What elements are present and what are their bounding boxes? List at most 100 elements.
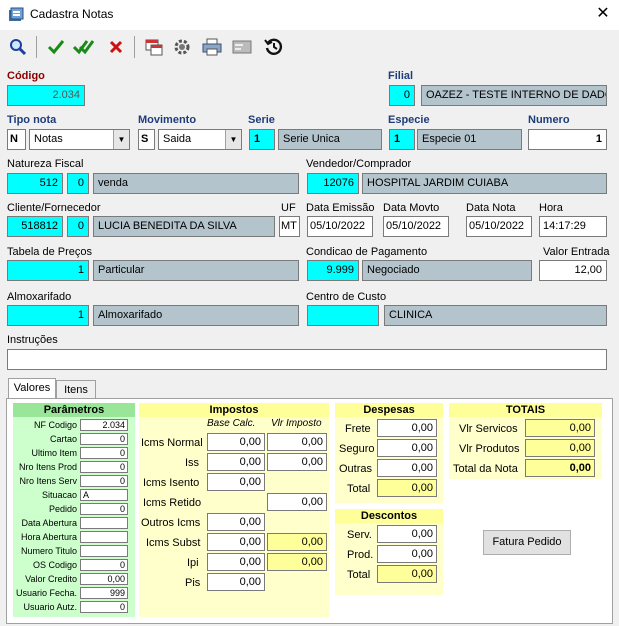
card-icon[interactable] bbox=[230, 35, 254, 59]
cancel-icon[interactable] bbox=[104, 35, 128, 59]
movimento-label: Movimento bbox=[138, 114, 197, 126]
vendedor-code-field[interactable]: 12076 bbox=[307, 173, 359, 194]
icms-normal-label: Icms Normal bbox=[141, 437, 203, 449]
seguro-field[interactable]: 0,00 bbox=[377, 439, 437, 457]
data-emissao-label: Data Emissão bbox=[306, 202, 375, 214]
data-movto-label: Data Movto bbox=[383, 202, 440, 214]
centro-code-field[interactable] bbox=[307, 305, 379, 326]
search-icon[interactable] bbox=[6, 35, 30, 59]
title-bar: Cadastra Notas ✕ bbox=[0, 0, 619, 30]
impostos-title: Impostos bbox=[139, 403, 329, 417]
tipo-nota-code-field[interactable]: N bbox=[7, 129, 26, 150]
frete-label: Frete bbox=[345, 423, 371, 435]
history-icon[interactable] bbox=[262, 35, 286, 59]
iss-label: Iss bbox=[185, 457, 200, 469]
icms-retido-label: Icms Retido bbox=[143, 497, 202, 509]
icms-subst-base-field[interactable]: 0,00 bbox=[207, 533, 265, 551]
instrucoes-label: Instruções bbox=[7, 334, 58, 346]
iss-vlr-field[interactable]: 0,00 bbox=[267, 453, 327, 471]
vlr-imposto-header: Vlr Imposto bbox=[271, 418, 322, 429]
especie-code-field[interactable]: 1 bbox=[389, 129, 415, 150]
condicao-label: Condicao de Pagamento bbox=[306, 246, 428, 258]
param-label: Nro Itens Prod bbox=[18, 462, 77, 472]
chevron-down-icon[interactable]: ▼ bbox=[225, 130, 241, 149]
cliente-sub-field[interactable]: 0 bbox=[67, 216, 89, 237]
ipi-base-field[interactable]: 0,00 bbox=[207, 553, 265, 571]
tab-panel-valores: Parâmetros NF Codigo 2.034 Cartao 0 Ultimo I… bbox=[6, 398, 613, 624]
uf-label: UF bbox=[281, 202, 296, 214]
condicao-name-field: Negociado bbox=[362, 260, 532, 281]
tipo-nota-label: Tipo nota bbox=[7, 114, 57, 126]
chevron-down-icon[interactable]: ▼ bbox=[113, 130, 129, 149]
codigo-field[interactable]: 2.034 bbox=[7, 85, 85, 106]
natureza-label: Natureza Fiscal bbox=[7, 158, 84, 170]
tabela-code-field[interactable]: 1 bbox=[7, 260, 89, 281]
icms-subst-vlr-field: 0,00 bbox=[267, 533, 327, 551]
impostos-panel: Impostos Base Calc. Vlr Imposto Icms Nor… bbox=[139, 403, 329, 617]
cliente-code-field[interactable]: 518812 bbox=[7, 216, 63, 237]
tabela-label: Tabela de Preços bbox=[7, 246, 92, 258]
param-value bbox=[80, 545, 128, 557]
check-all-icon[interactable] bbox=[72, 35, 96, 59]
icms-isento-label: Icms Isento bbox=[143, 477, 200, 489]
tab-valores[interactable]: Valores bbox=[8, 378, 56, 400]
serie-code-field[interactable]: 1 bbox=[249, 129, 275, 150]
seguro-label: Seguro bbox=[339, 443, 375, 455]
base-calc-header: Base Calc. bbox=[207, 418, 256, 429]
almox-code-field[interactable]: 1 bbox=[7, 305, 89, 326]
param-label: Valor Credito bbox=[25, 574, 77, 584]
movimento-code-field[interactable]: S bbox=[138, 129, 155, 150]
tipo-nota-value: Notas bbox=[34, 133, 63, 145]
hora-field[interactable]: 14:17:29 bbox=[539, 216, 607, 237]
despesas-total-field: 0,00 bbox=[377, 479, 437, 497]
outras-field[interactable]: 0,00 bbox=[377, 459, 437, 477]
param-value: 0 bbox=[80, 503, 128, 515]
movimento-select[interactable]: Saida ▼ bbox=[158, 129, 242, 150]
param-value: 0 bbox=[80, 559, 128, 571]
numero-field[interactable]: 1 bbox=[528, 129, 607, 150]
desc-prod-field[interactable]: 0,00 bbox=[377, 545, 437, 563]
filial-code-field[interactable]: 0 bbox=[389, 85, 415, 106]
icms-retido-field[interactable]: 0,00 bbox=[267, 493, 327, 511]
param-value: 0,00 bbox=[80, 573, 128, 585]
total-nota-label: Total da Nota bbox=[453, 463, 518, 475]
pis-field[interactable]: 0,00 bbox=[207, 573, 265, 591]
param-value: 0 bbox=[80, 461, 128, 473]
icms-normal-vlr-field[interactable]: 0,00 bbox=[267, 433, 327, 451]
check-icon[interactable] bbox=[44, 35, 68, 59]
natureza-sub-field[interactable]: 0 bbox=[67, 173, 89, 194]
printer-icon[interactable] bbox=[200, 35, 224, 59]
tab-itens[interactable]: Itens bbox=[56, 380, 96, 400]
outros-icms-field[interactable]: 0,00 bbox=[207, 513, 265, 531]
cliente-name-field: LUCIA BENEDITA DA SILVA bbox=[93, 216, 275, 237]
uf-field[interactable]: MT bbox=[279, 216, 300, 237]
iss-base-field[interactable]: 0,00 bbox=[207, 453, 265, 471]
tipo-nota-select[interactable]: Notas ▼ bbox=[29, 129, 130, 150]
param-label: Cartao bbox=[49, 434, 77, 444]
codigo-label: Código bbox=[7, 70, 45, 82]
especie-label: Especie bbox=[388, 114, 430, 126]
window-icon[interactable] bbox=[142, 35, 166, 59]
icms-isento-field[interactable]: 0,00 bbox=[207, 473, 265, 491]
param-value: 0 bbox=[80, 475, 128, 487]
data-emissao-field[interactable]: 05/10/2022 bbox=[307, 216, 373, 237]
valor-entrada-field[interactable]: 12,00 bbox=[539, 260, 607, 281]
fatura-pedido-button[interactable]: Fatura Pedido bbox=[483, 530, 571, 555]
instrucoes-field[interactable] bbox=[7, 349, 607, 370]
param-label: Hora Abertura bbox=[20, 532, 77, 542]
data-nota-field[interactable]: 05/10/2022 bbox=[466, 216, 532, 237]
numero-label: Numero bbox=[528, 114, 570, 126]
descontos-total-label: Total bbox=[347, 569, 371, 581]
gear-icon[interactable] bbox=[170, 35, 194, 59]
param-label: Nro Itens Serv bbox=[19, 476, 77, 486]
descontos-total-field: 0,00 bbox=[377, 565, 437, 583]
natureza-code-field[interactable]: 512 bbox=[7, 173, 63, 194]
close-icon[interactable]: ✕ bbox=[596, 5, 610, 22]
data-movto-field[interactable]: 05/10/2022 bbox=[383, 216, 449, 237]
desc-serv-field[interactable]: 0,00 bbox=[377, 525, 437, 543]
pis-label: Pis bbox=[185, 577, 201, 589]
natureza-name-field: venda bbox=[93, 173, 299, 194]
icms-normal-base-field[interactable]: 0,00 bbox=[207, 433, 265, 451]
frete-field[interactable]: 0,00 bbox=[377, 419, 437, 437]
condicao-code-field[interactable]: 9.999 bbox=[307, 260, 359, 281]
